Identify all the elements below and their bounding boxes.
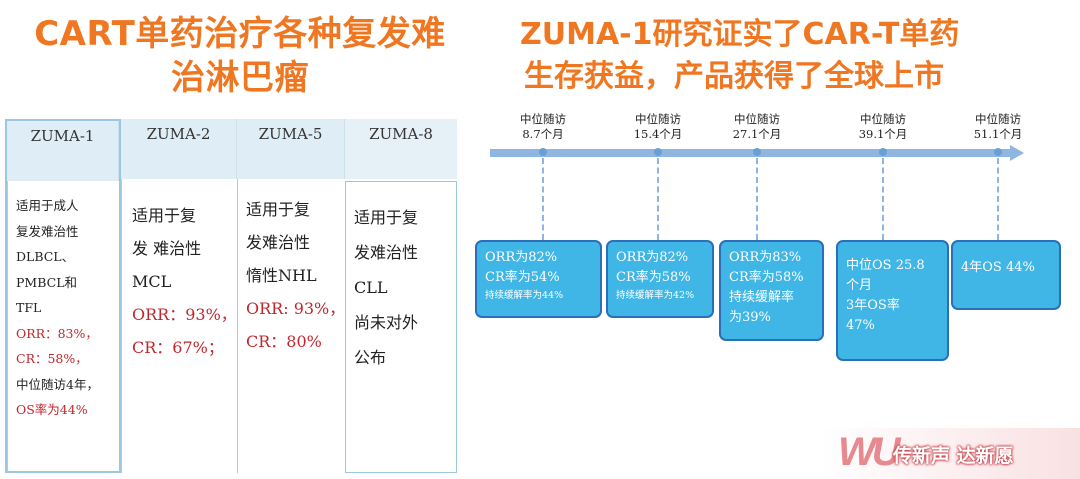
cell-line: 尚未对外 — [354, 313, 419, 332]
milestone-label-line: 51.1个月 — [973, 127, 1023, 141]
trial-table: ZUMA-1 适用于成人复发难治性 DLBCL、 PMBCL和 TFL ORR：83%，… — [5, 119, 457, 473]
cell-line: 中位随访4年， — [16, 376, 99, 392]
cell-line: 发难治性 — [354, 243, 419, 262]
cell-line: 适用于复 — [246, 200, 311, 219]
cell-line: MCL — [132, 272, 172, 291]
milestone-dot — [879, 148, 887, 156]
table-column-zuma-2: ZUMA-2 适用于复发 难治性 MCL ORR：93%， CR：67%； — [121, 119, 237, 473]
result-line: CR率为54% — [485, 270, 560, 285]
cell-line: ORR：93%， — [132, 305, 237, 324]
cell-line: 复发难治性 — [16, 223, 79, 239]
cell-line: CR：67%； — [132, 338, 224, 357]
milestone-result-box: ORR为82% CR率为58% 持续缓解率为42% — [606, 240, 714, 318]
milestone-dot — [753, 148, 761, 156]
cell-line: CR：58%， — [16, 351, 88, 366]
result-line: ORR为82% — [616, 250, 689, 265]
milestone-connector — [657, 158, 659, 240]
milestone-result-box: ORR为82% CR率为54% 持续缓解率为44% — [475, 240, 602, 318]
result-line: 为39% — [729, 310, 771, 325]
milestone-label-line: 中位随访 — [635, 112, 681, 126]
result-line: 持续缓解率为44% — [485, 290, 564, 301]
right-title-line-1: ZUMA-1研究证实了CAR-T单药 — [520, 17, 960, 52]
left-title: CART单药治疗各种复发难 治淋巴瘤 — [10, 12, 470, 100]
milestone-label-line: 39.1个月 — [858, 127, 908, 141]
right-title-line-2: 生存获益，产品获得了全球上市 — [524, 59, 944, 94]
column-body: 适用于成人复发难治性 DLBCL、 PMBCL和 TFL ORR：83%， CR：58%，… — [7, 181, 119, 471]
milestone-label-line: 中位随访 — [860, 112, 906, 126]
result-line: 47% — [846, 318, 875, 333]
cell-line: CLL — [354, 278, 388, 297]
milestone-label: 中位随访 8.7个月 — [498, 112, 588, 142]
milestone-label: 中位随访 27.1个月 — [712, 112, 802, 142]
column-body: 适用于复发 难治性 MCL ORR：93%， CR：67%； — [121, 179, 237, 473]
milestone-connector — [756, 158, 758, 240]
milestone-label-line: 15.4个月 — [633, 127, 683, 141]
cell-line: PMBCL和 — [16, 274, 77, 290]
cell-line: 发难治性 — [246, 233, 311, 252]
milestone-result-box: 中位OS 25.8 个月 3年OS率 47% — [836, 240, 949, 361]
watermark-logo: WU — [838, 430, 901, 474]
cell-line: 发 难治性 — [132, 239, 202, 258]
milestone-label-line: 中位随访 — [520, 112, 566, 126]
result-line: 中位OS 25.8 — [846, 258, 925, 273]
milestone-label: 中位随访 39.1个月 — [838, 112, 928, 142]
result-line: 个月 — [846, 278, 873, 293]
cell-line: ORR：83%， — [16, 325, 98, 341]
result-line: 4年OS 44% — [961, 260, 1035, 275]
result-line: 3年OS率 — [846, 298, 900, 313]
result-line: ORR为82% — [485, 250, 558, 265]
milestone-dot — [539, 148, 547, 156]
milestone-result-box: ORR为83% CR率为58% 持续缓解率为39% — [719, 240, 824, 341]
result-line: 持续缓解率为42% — [616, 290, 695, 301]
column-body: 适用于复发难治性惰性NHL ORR: 93%， CR：80% — [237, 179, 345, 473]
result-line: ORR为83% — [729, 250, 802, 265]
right-title: ZUMA-1研究证实了CAR-T单药 生存获益，产品获得了全球上市 — [520, 14, 1040, 98]
milestone-connector — [997, 158, 999, 240]
left-title-line-1: CART单药治疗各种复发难 — [34, 14, 446, 54]
watermark-band — [820, 428, 1080, 479]
milestone-dot — [654, 148, 662, 156]
milestone-label: 中位随访 51.1个月 — [953, 112, 1043, 142]
milestone-connector — [542, 158, 544, 240]
milestone-connector — [882, 158, 884, 240]
milestone-label-line: 中位随访 — [975, 112, 1021, 126]
left-title-line-2: 治淋巴瘤 — [171, 58, 309, 98]
cell-line: OS率为44% — [16, 402, 88, 417]
milestone-label-line: 8.7个月 — [522, 127, 564, 141]
result-line: 持续缓解率 — [729, 290, 795, 305]
milestone-label-line: 27.1个月 — [732, 127, 782, 141]
cell-line: 惰性NHL — [246, 266, 317, 285]
cell-line: DLBCL、 — [16, 249, 75, 264]
result-line: CR率为58% — [729, 270, 804, 285]
table-column-zuma-1: ZUMA-1 适用于成人复发难治性 DLBCL、 PMBCL和 TFL ORR：83%，… — [5, 119, 121, 473]
milestone-label: 中位随访 15.4个月 — [613, 112, 703, 142]
milestone-result-box: 4年OS 44% — [951, 240, 1061, 310]
column-header: ZUMA-2 — [121, 119, 237, 179]
cell-line: 公布 — [354, 348, 387, 367]
column-body: 适用于复发难治性 CLL 尚未对外公布 — [345, 181, 457, 473]
cell-line: 适用于复 — [132, 206, 197, 225]
column-header: ZUMA-1 — [7, 121, 119, 181]
cell-line: TFL — [16, 300, 42, 315]
milestone-dot — [994, 148, 1002, 156]
timeline-axis — [490, 149, 1012, 157]
watermark-text: 传新声 达新愿 — [893, 445, 1014, 467]
cell-line: CR：80% — [246, 332, 322, 351]
column-header: ZUMA-5 — [237, 119, 345, 179]
cell-line: 适用于成人 — [16, 198, 79, 213]
milestone-label-line: 中位随访 — [734, 112, 780, 126]
table-column-zuma-5: ZUMA-5 适用于复发难治性惰性NHL ORR: 93%， CR：80% — [237, 119, 345, 473]
result-line: CR率为58% — [616, 270, 691, 285]
table-column-zuma-8: ZUMA-8 适用于复发难治性 CLL 尚未对外公布 — [345, 119, 457, 473]
timeline-arrow-icon — [1010, 145, 1024, 161]
column-header: ZUMA-8 — [345, 119, 457, 179]
cell-line: 适用于复 — [354, 208, 419, 227]
cell-line: ORR: 93%， — [246, 299, 346, 318]
